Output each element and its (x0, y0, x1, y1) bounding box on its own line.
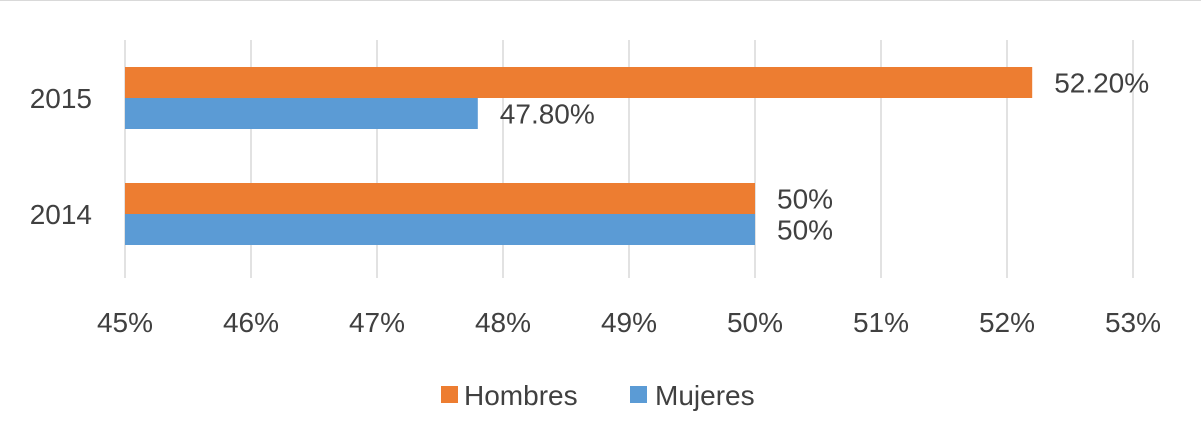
x-tick-label: 53% (1105, 307, 1161, 338)
x-axis-labels: 45% 46% 47% 48% 49% 50% 51% 52% 53% (97, 307, 1161, 338)
bars (125, 67, 1033, 245)
legend-label-hombres: Hombres (464, 380, 578, 411)
data-label: 50% (777, 215, 833, 246)
x-tick-label: 45% (97, 307, 153, 338)
x-tick-label: 51% (853, 307, 909, 338)
x-tick-label: 50% (727, 307, 783, 338)
y-tick-label: 2015 (30, 83, 92, 114)
bar-hombres (125, 183, 755, 214)
data-label: 52.20% (1054, 68, 1149, 99)
x-tick-label: 52% (979, 307, 1035, 338)
legend-swatch-hombres (441, 386, 458, 403)
x-tick-label: 48% (475, 307, 531, 338)
legend-label-mujeres: Mujeres (655, 380, 755, 411)
bar-hombres (125, 67, 1033, 98)
x-tick-label: 46% (223, 307, 279, 338)
bar-mujeres (125, 214, 755, 245)
legend: Hombres Mujeres (441, 380, 755, 411)
data-label: 47.80% (500, 99, 595, 130)
data-label: 50% (777, 184, 833, 215)
y-tick-label: 2014 (30, 199, 92, 230)
data-labels: 52.20% 47.80% 50%50% (500, 68, 1149, 246)
legend-swatch-mujeres (630, 386, 647, 403)
bar-mujeres (125, 98, 478, 129)
x-tick-label: 47% (349, 307, 405, 338)
y-axis-labels: 2015 2014 (30, 83, 92, 230)
x-tick-label: 49% (601, 307, 657, 338)
